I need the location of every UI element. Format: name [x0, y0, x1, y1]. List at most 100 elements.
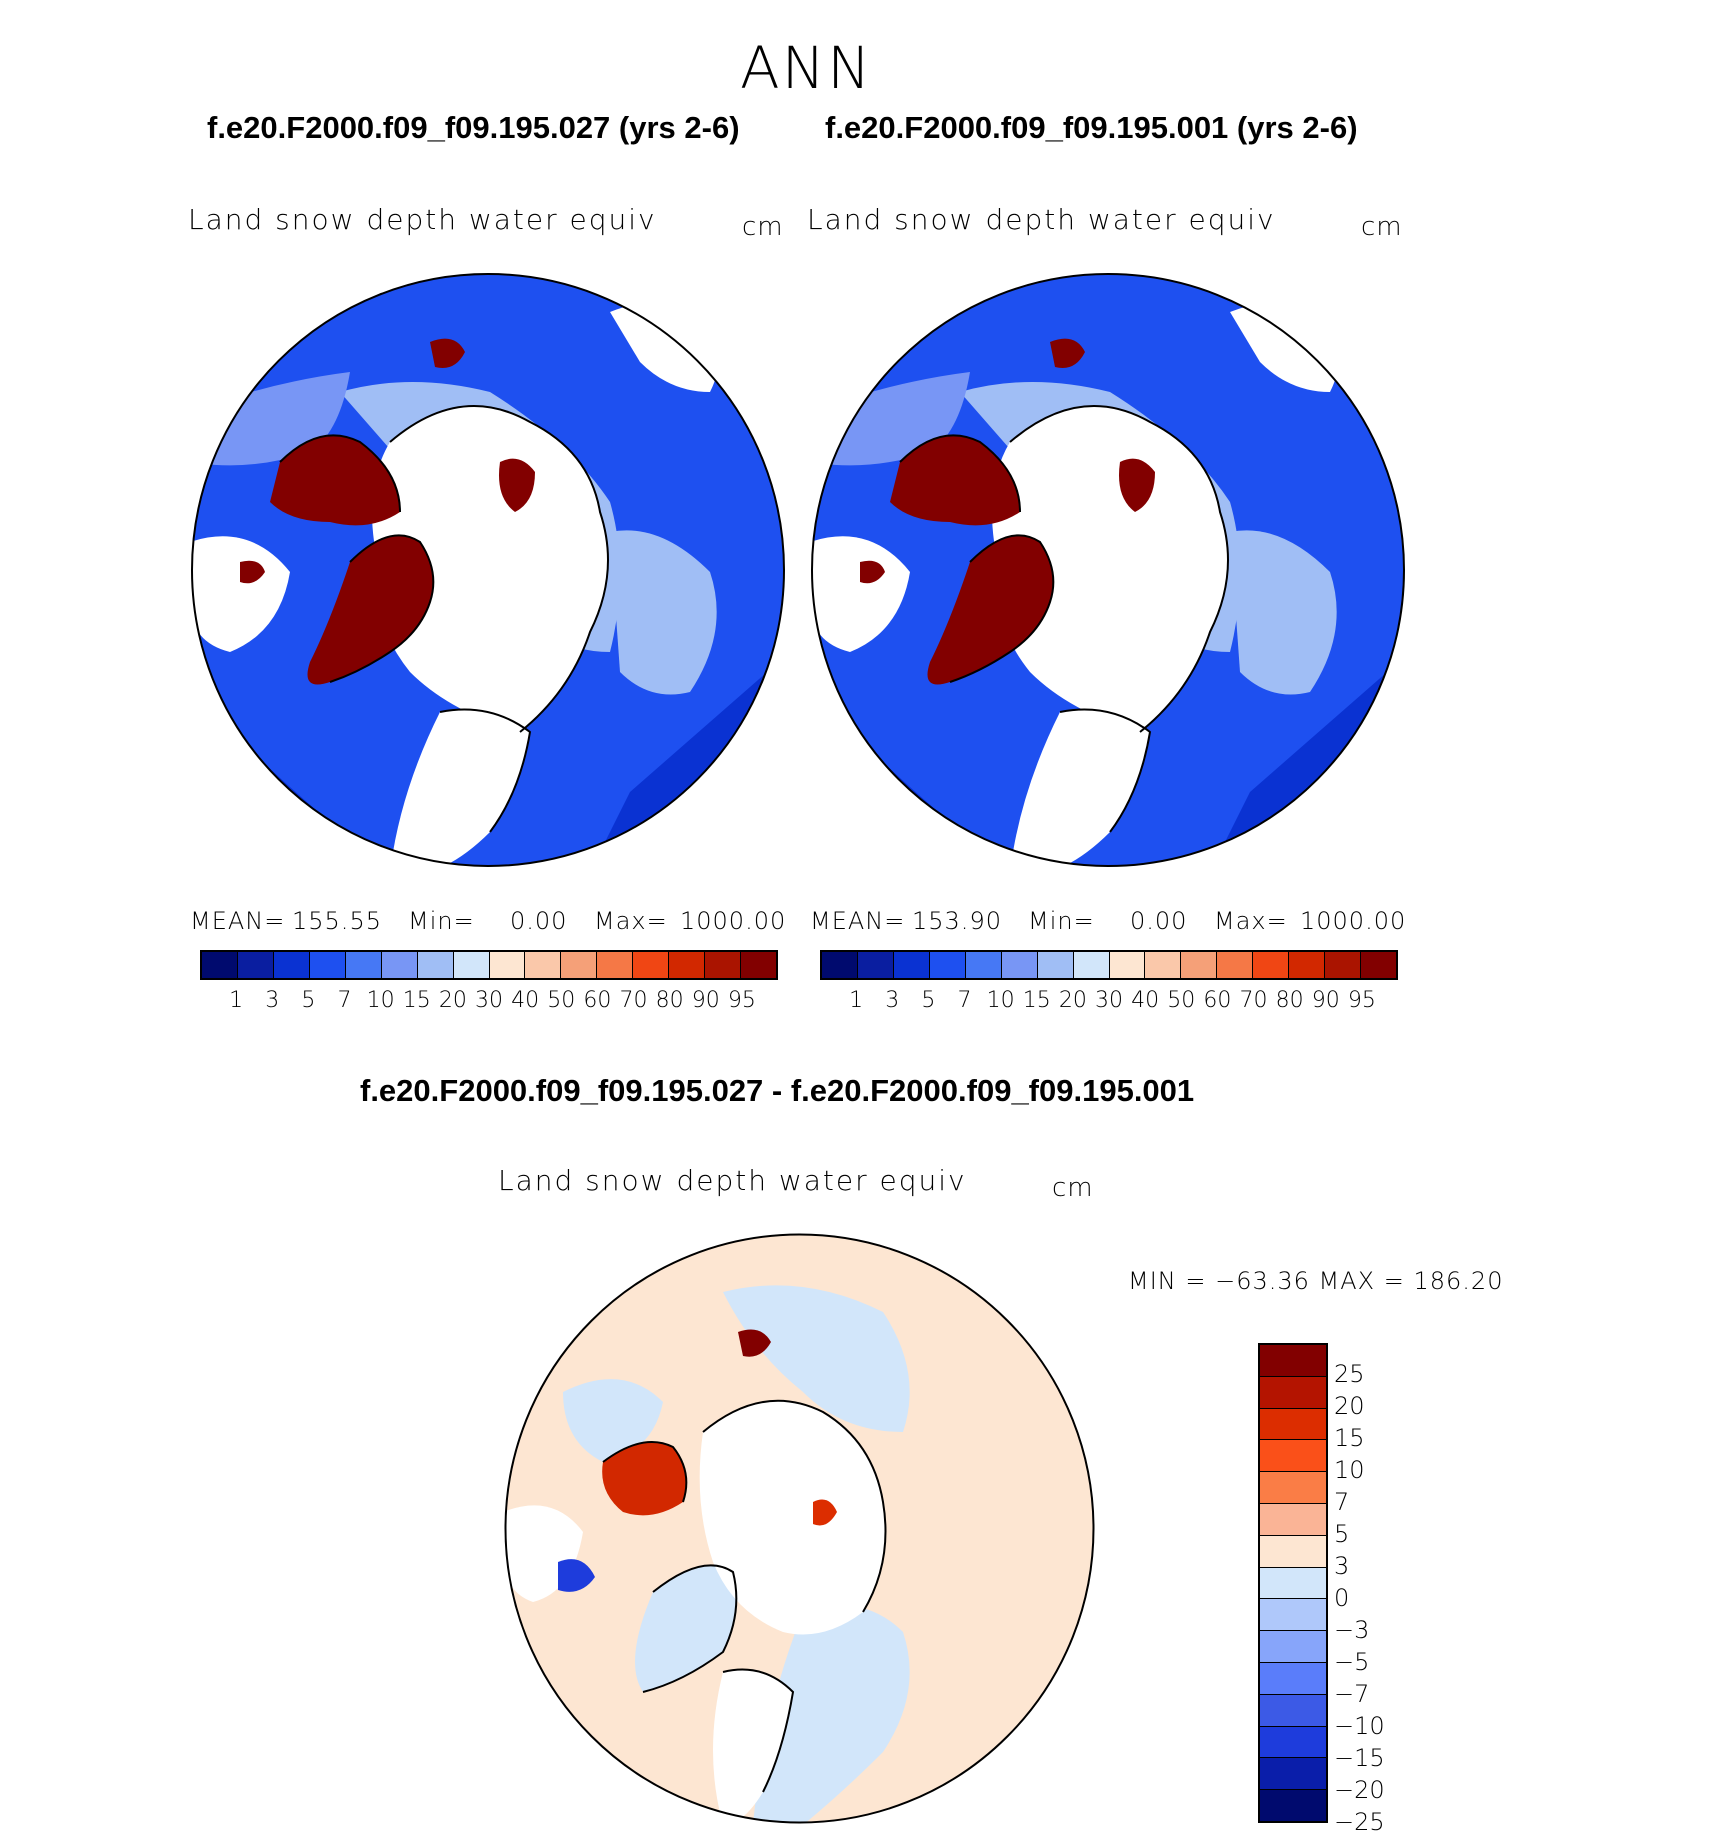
colorbar-tick-label: 50 — [547, 988, 576, 1013]
colorbar-swatch — [1260, 1726, 1326, 1759]
colorbar-swatch — [633, 952, 670, 978]
colorbar-tick-label: 5 — [1334, 1520, 1350, 1548]
right-min-value: 0.00 — [1130, 907, 1188, 935]
diff-svalbard-spot — [813, 1499, 837, 1526]
arctic-ocean — [992, 406, 1228, 732]
colorbar-tick-label: 5 — [301, 988, 316, 1013]
colorbar-swatch — [1260, 1408, 1326, 1441]
colorbar-tick-label: −3 — [1334, 1616, 1370, 1644]
arctic-archipelago — [270, 435, 400, 526]
colorbar-tick-label: 7 — [337, 988, 352, 1013]
colorbar-swatch — [822, 952, 858, 978]
diff-units: cm — [1052, 1173, 1094, 1203]
colorbar-swatch — [273, 952, 310, 978]
colorbar-swatch — [561, 952, 598, 978]
colorbar-tick-label: 80 — [655, 988, 684, 1013]
colorbar-swatch — [705, 952, 742, 978]
colorbar-tick-label: 10 — [986, 988, 1015, 1013]
colorbar-swatch — [965, 952, 1002, 978]
colorbar-swatch — [1260, 1662, 1326, 1695]
case2-title: f.e20.F2000.f09_f09.195.001 (yrs 2-6) — [825, 110, 1358, 145]
colorbar-swatch — [489, 952, 526, 978]
colorbar-tick-label: 10 — [1334, 1456, 1365, 1484]
chukotka-spot — [1050, 338, 1085, 368]
diff-variable-label: Land snow depth water equiv — [498, 1164, 967, 1197]
colorbar-swatch — [202, 952, 238, 978]
diff-atlantic-corridor — [713, 1669, 793, 1823]
right-mean-value: 153.90 — [912, 907, 1002, 935]
colorbar-tick-label: 15 — [402, 988, 431, 1013]
diff-negative-siberia — [723, 1285, 910, 1432]
svalbard-ice — [1119, 458, 1155, 512]
colorbar-swatch — [1217, 952, 1254, 978]
right-max-value: 1000.00 — [1300, 907, 1407, 935]
arctic-ocean — [372, 406, 608, 732]
colorbar-tick-label: 80 — [1275, 988, 1304, 1013]
colorbar-tick-label: 25 — [1334, 1360, 1365, 1388]
left-max-value: 1000.00 — [680, 907, 787, 935]
colorbar-tick-label: 3 — [885, 988, 900, 1013]
left-units: cm — [742, 212, 784, 242]
colorbar-tick-label: 40 — [511, 988, 540, 1013]
snow-light-east — [610, 530, 717, 695]
atlantic-corridor — [390, 709, 530, 866]
colorbar-swatch — [1260, 1345, 1326, 1377]
left-min-label: Min= — [408, 907, 475, 935]
colorbar-swatch — [1260, 1440, 1326, 1473]
right-polar-map — [811, 273, 1405, 867]
arctic-archipelago — [890, 435, 1020, 526]
north-atlantic — [812, 536, 910, 652]
diff-baffin-negative — [558, 1559, 595, 1592]
right-units: cm — [1361, 212, 1403, 242]
left-min-value: 0.00 — [510, 907, 568, 935]
right-mean-label: MEAN= — [810, 907, 906, 935]
colorbar-swatch — [1260, 1376, 1326, 1409]
diff-chukotka-spot — [738, 1329, 771, 1357]
colorbar-tick-label: −7 — [1334, 1680, 1370, 1708]
season-title: ANN — [740, 34, 873, 102]
left-mean-label: MEAN= — [190, 907, 286, 935]
colorbar-swatch — [1260, 1694, 1326, 1727]
colorbar-swatch — [1181, 952, 1218, 978]
diff-minmax: MIN = −63.36 MAX = 186.20 — [1128, 1267, 1504, 1295]
coastline — [899, 405, 1229, 833]
baffin-spot — [240, 560, 265, 584]
colorbar-tick-label: 1 — [849, 988, 864, 1013]
colorbar-swatch — [1073, 952, 1110, 978]
colorbar-swatch — [237, 952, 274, 978]
colorbar-swatch — [1253, 952, 1290, 978]
colorbar-tick-label: 1 — [229, 988, 244, 1013]
colorbar-swatch — [1260, 1758, 1326, 1791]
diff-negative-west — [563, 1379, 663, 1462]
colorbar-tick-label: 7 — [957, 988, 972, 1013]
colorbar-swatch — [1001, 952, 1038, 978]
colorbar-swatch — [857, 952, 894, 978]
left-polar-map — [191, 273, 785, 867]
colorbar-tick-label: 90 — [1311, 988, 1340, 1013]
colorbar-tick-label: 3 — [265, 988, 280, 1013]
colorbar-tick-label: 10 — [366, 988, 395, 1013]
colorbar-tick-label: 50 — [1167, 988, 1196, 1013]
colorbar-tick-label: 90 — [691, 988, 720, 1013]
colorbar-tick-label: 15 — [1022, 988, 1051, 1013]
colorbar-tick-label: −25 — [1334, 1808, 1385, 1836]
colorbar-tick-label: −15 — [1334, 1744, 1385, 1772]
colorbar-tick-label: −20 — [1334, 1776, 1385, 1804]
colorbar-tick-label: 30 — [475, 988, 503, 1013]
left-variable-label: Land snow depth water equiv — [188, 203, 657, 236]
colorbar-tick-label: 7 — [1334, 1488, 1350, 1516]
right-min-label: Min= — [1028, 907, 1095, 935]
left-max-label: Max= — [594, 907, 668, 935]
diff-polar-map — [504, 1233, 1095, 1824]
colorbar-swatch — [1260, 1535, 1326, 1568]
colorbar-swatch — [1037, 952, 1074, 978]
north-atlantic — [192, 536, 290, 652]
colorbar-swatch — [1260, 1631, 1326, 1663]
colorbar-swatch — [453, 952, 490, 978]
colorbar-tick-label: 40 — [1131, 988, 1160, 1013]
colorbar-tick-label: 70 — [619, 988, 648, 1013]
colorbar-swatch — [381, 952, 418, 978]
colorbar-swatch — [1260, 1567, 1326, 1600]
diff-arctic-archipelago — [602, 1442, 687, 1516]
baffin-spot — [860, 560, 885, 584]
